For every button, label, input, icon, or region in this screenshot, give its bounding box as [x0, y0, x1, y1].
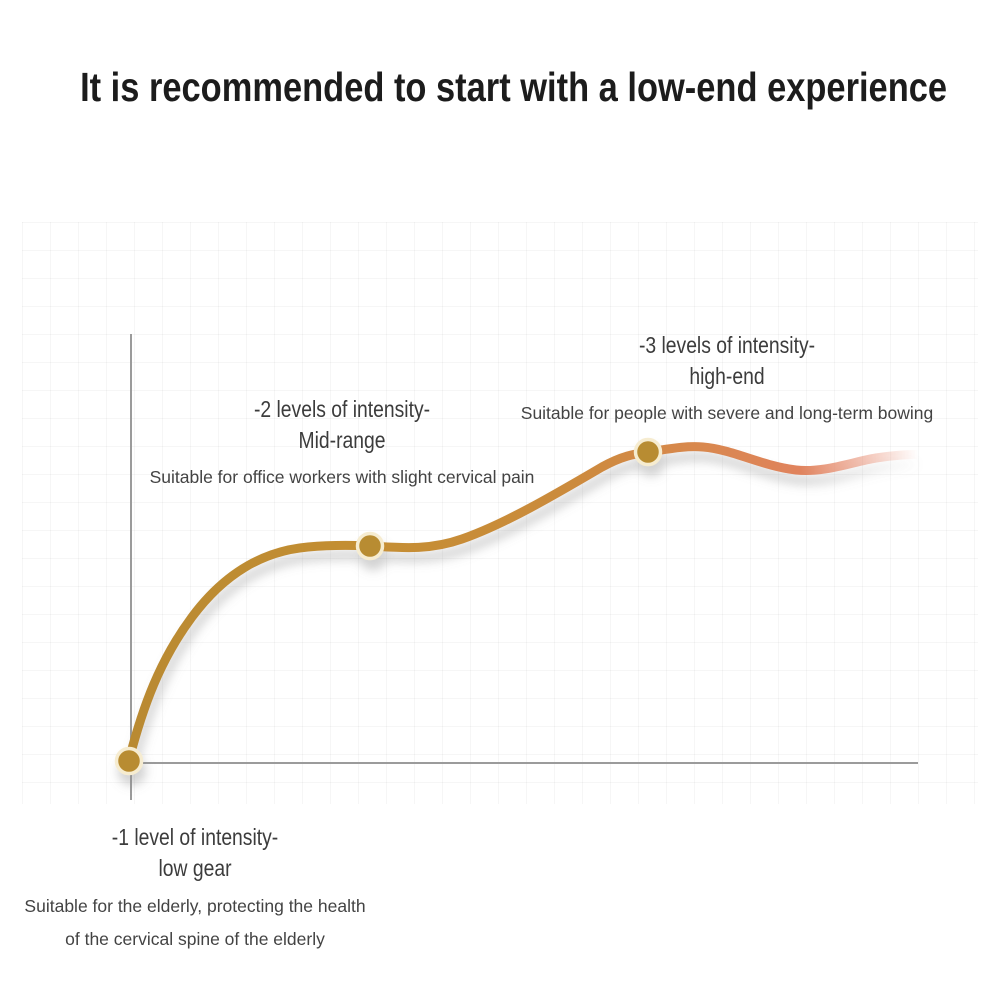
level-1-intensity-text: -1 level of intensity-: [111, 824, 279, 850]
background-grid: [22, 222, 978, 804]
level-1-description-line2: of the cervical spine of the elderly: [65, 929, 325, 949]
level-3-gear-text: high-end: [689, 363, 765, 389]
intensity-curve: [124, 442, 921, 765]
data-point-markers: [114, 437, 663, 776]
level-1-gear-text: low gear: [158, 855, 232, 881]
level-3-intensity-text: -3 levels of intensity-: [638, 332, 816, 358]
label-level-1: -1 level of intensity- low gear Suitable…: [24, 822, 365, 956]
data-point-marker: [633, 437, 663, 467]
level-2-description: Suitable for office workers with slight …: [149, 467, 535, 487]
level-3-description: Suitable for people with severe and long…: [520, 403, 934, 423]
level-2-intensity-text: -2 levels of intensity-: [253, 396, 431, 422]
page-title: It is recommended to start with a low-en…: [80, 64, 948, 110]
data-point-marker: [114, 746, 144, 776]
data-point-marker: [355, 531, 385, 561]
level-1-description-line1: Suitable for the elderly, protecting the…: [24, 896, 366, 916]
level-2-gear-text: Mid-range: [298, 427, 386, 453]
label-level-2: -2 levels of intensity- Mid-range Suitab…: [150, 394, 535, 494]
level-1-description: Suitable for the elderly, protecting the…: [24, 890, 365, 956]
label-level-3: -3 levels of intensity- high-end Suitabl…: [521, 330, 933, 430]
